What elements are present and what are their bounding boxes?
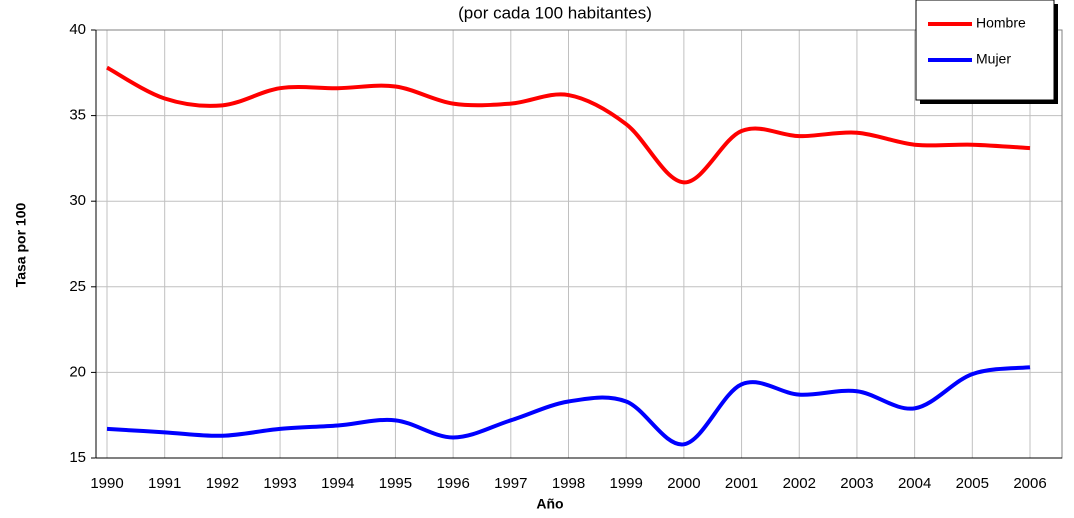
y-tick-label: 20 [69,363,86,380]
x-tick-label: 1995 [379,475,412,492]
y-tick-label: 15 [69,449,86,466]
y-tick-label: 30 [69,192,86,209]
series-line [106,365,1031,447]
x-tick-label: 1997 [494,475,527,492]
x-tick-label: 1996 [436,475,469,492]
x-tick-label: 2001 [725,475,758,492]
x-tick-label: 2002 [783,475,816,492]
x-tick-label: 1991 [148,475,181,492]
y-tick-label: 40 [69,21,86,38]
y-tick-label: 25 [69,278,86,295]
legend-label: Hombre [976,15,1026,31]
x-tick-label: 2006 [1013,475,1046,492]
x-tick-label: 1992 [206,475,239,492]
x-axis-label: Año [536,496,563,512]
series-line [106,65,1031,185]
x-tick-label: 1993 [263,475,296,492]
y-axis-label: Tasa por 100 [13,203,29,288]
legend [915,0,1055,101]
x-tick-label: 2003 [840,475,873,492]
x-tick-label: 1998 [552,475,585,492]
y-tick-label: 35 [69,107,86,124]
legend-label: Mujer [976,51,1011,67]
plot-area [96,30,1062,458]
x-tick-label: 2005 [956,475,989,492]
chart-title: (por cada 100 habitantes) [458,3,652,22]
x-tick-label: 2000 [667,475,700,492]
x-tick-label: 1990 [90,475,123,492]
x-tick-label: 1994 [321,475,354,492]
x-tick-label: 2004 [898,475,931,492]
x-tick-label: 1999 [610,475,643,492]
